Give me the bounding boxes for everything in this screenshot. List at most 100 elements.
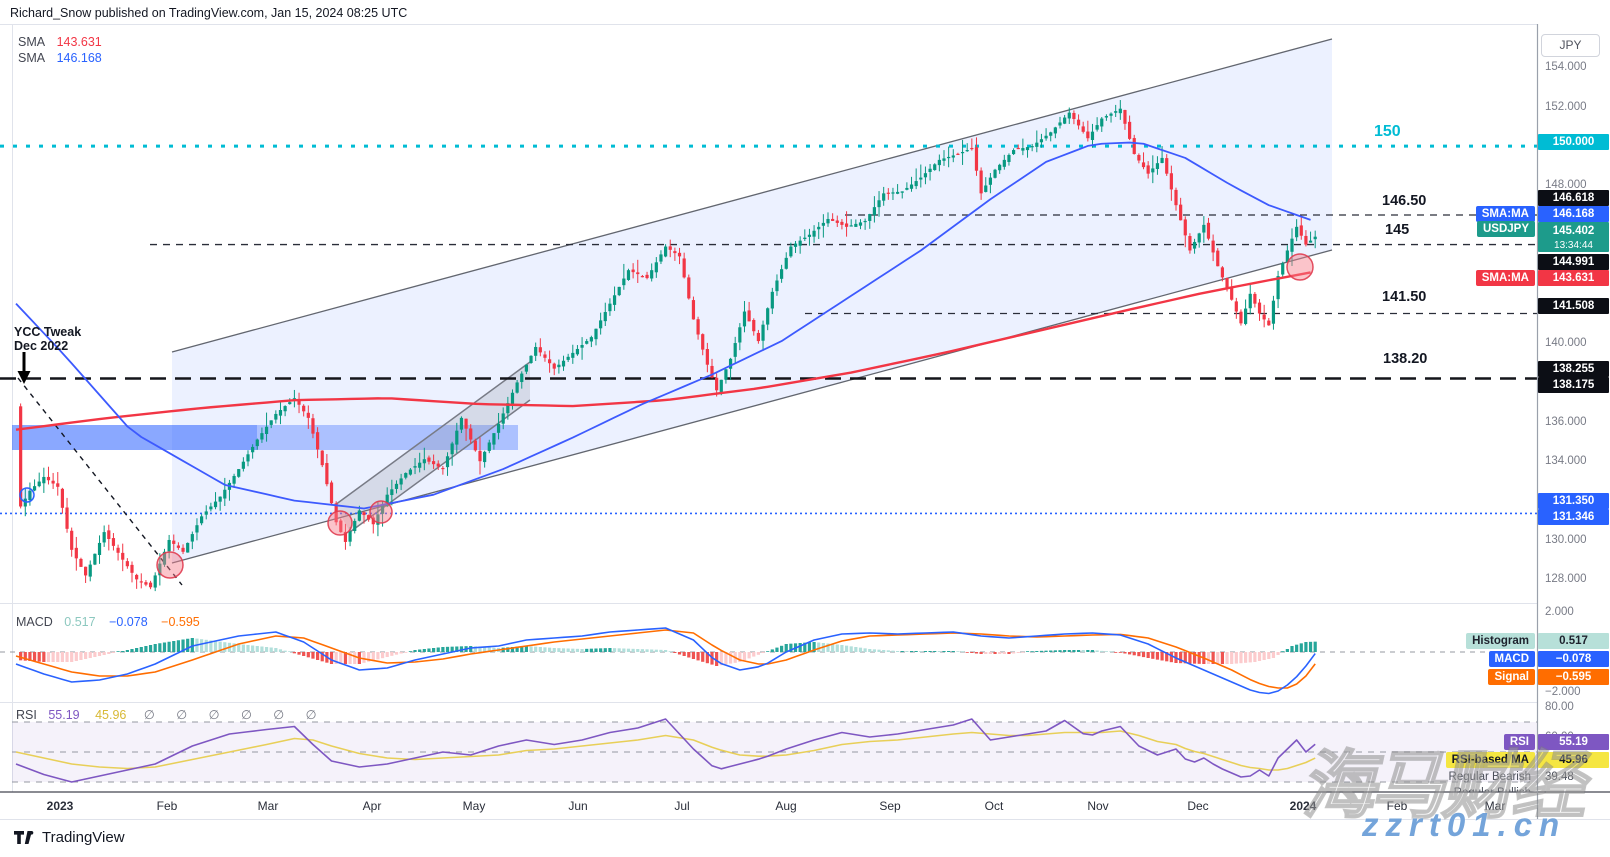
- tradingview-logo[interactable]: TradingView: [14, 829, 125, 846]
- macd-histogram-bar: [42, 652, 46, 662]
- publish-header: Richard_Snow published on TradingView.co…: [10, 6, 408, 20]
- macd-histogram-bar: [566, 648, 570, 652]
- macd-histogram-bar: [1160, 652, 1164, 661]
- candle-body: [1169, 173, 1173, 190]
- macd-histogram-bar: [362, 652, 366, 663]
- price-tick: 140.000: [1545, 337, 1587, 350]
- rsi-legend[interactable]: RSI 55.19 45.96 ∅ ∅ ∅ ∅ ∅ ∅: [16, 707, 326, 722]
- site-watermark-url: zzrt01.cn: [1362, 806, 1567, 843]
- macd-histogram-bar: [380, 652, 385, 659]
- mini-channel-bottom: [349, 399, 531, 533]
- candle-body: [367, 515, 371, 520]
- candle-body: [418, 462, 422, 468]
- price-axis[interactable]: [1537, 24, 1610, 792]
- macd-histogram-bar: [478, 646, 482, 652]
- macd-histogram-bar: [1095, 650, 1099, 652]
- macd-legend[interactable]: MACD 0.517 −0.078 −0.595: [16, 615, 200, 629]
- macd-histogram-bar: [933, 651, 937, 652]
- macd-histogram-bar: [223, 642, 227, 652]
- candle-body: [756, 332, 760, 342]
- macd-histogram-bar: [659, 649, 663, 652]
- candle-body: [232, 475, 236, 484]
- candle-body: [1276, 276, 1280, 300]
- macd-histogram-bar: [390, 652, 394, 656]
- dashed-trendline: [17, 377, 183, 586]
- macd-histogram-bar: [970, 652, 974, 653]
- candle-body: [849, 225, 853, 227]
- macd-histogram-bar: [394, 652, 399, 655]
- macd-histogram-bar: [515, 646, 519, 652]
- candle-body: [218, 496, 222, 502]
- candle-body: [775, 280, 779, 292]
- sma-legend-row-2[interactable]: SMA 146.168: [18, 51, 102, 65]
- candle-body: [135, 574, 139, 580]
- candle-body: [1244, 308, 1248, 324]
- candle-body: [436, 463, 440, 467]
- candle-body: [1039, 139, 1044, 143]
- time-label-nov: Nov: [1087, 799, 1109, 813]
- candle-body: [413, 466, 417, 468]
- macd-histogram-bar: [278, 649, 283, 652]
- macd-histogram-bar: [1104, 651, 1108, 652]
- macd-histogram-bar: [111, 652, 116, 653]
- candle-body: [548, 359, 552, 364]
- candle-body: [784, 257, 788, 269]
- macd-histogram-bar: [469, 646, 473, 652]
- candle-body: [1192, 241, 1197, 249]
- macd-histogram-bar: [116, 651, 120, 652]
- candle-body: [696, 319, 700, 335]
- macd-histogram-bar: [650, 649, 654, 652]
- candle-body: [325, 463, 329, 485]
- macd-histogram-bar: [1230, 652, 1234, 664]
- price-axis-label: 138.255: [1538, 361, 1609, 377]
- macd-histogram-bar: [1053, 650, 1057, 652]
- price-axis-label: 138.175: [1538, 377, 1609, 393]
- macd-histogram-bar: [1197, 652, 1201, 664]
- candle-body: [1290, 238, 1294, 252]
- candle-body: [580, 345, 584, 348]
- macd-histogram-bar: [960, 651, 965, 652]
- time-label-mar: Mar: [257, 799, 279, 813]
- candle-body: [1114, 111, 1118, 113]
- candle-body: [343, 531, 348, 542]
- candle-body: [831, 218, 835, 221]
- macd-histogram-bar: [348, 652, 352, 664]
- candle-body: [121, 552, 125, 560]
- sma-legend-row-1[interactable]: SMA 143.631: [18, 35, 102, 49]
- candle-body: [353, 520, 357, 532]
- rsi-tag-rsi: RSI: [1503, 734, 1535, 750]
- mini-channel-top: [334, 361, 531, 506]
- candle-body: [399, 478, 403, 485]
- candle-body: [394, 483, 399, 489]
- macd-histogram-bar: [1179, 652, 1183, 664]
- currency-jpy-button[interactable]: JPY: [1541, 34, 1600, 57]
- macd-histogram-bar: [1206, 652, 1211, 664]
- macd-histogram-bar: [691, 652, 696, 659]
- macd-histogram-bar: [696, 652, 700, 661]
- macd-histogram-bar: [831, 644, 835, 652]
- rsi-tag-rsibasedma: RSI-based MA: [1445, 752, 1535, 768]
- macd-value-label: −0.595: [1538, 669, 1609, 685]
- macd-histogram-bar: [835, 644, 839, 652]
- candle-body: [51, 480, 55, 484]
- macd-histogram-bar: [594, 648, 598, 652]
- candle-body: [316, 432, 320, 450]
- macd-histogram-bar: [654, 649, 658, 652]
- rsi-row-regular-bearish: Regular Bearish: [1448, 771, 1531, 783]
- candle-body: [255, 439, 259, 447]
- macd-histogram-bar: [23, 652, 27, 661]
- candle-body: [937, 159, 941, 166]
- macd-histogram-bar: [97, 652, 102, 656]
- macd-histogram-bar: [719, 652, 723, 666]
- candle-body: [552, 363, 556, 369]
- macd-histogram-bar: [510, 647, 515, 652]
- candle-body: [1063, 117, 1067, 124]
- candle-body: [223, 489, 227, 499]
- macd-histogram-bar: [74, 652, 78, 661]
- macd-histogram-bar: [580, 649, 584, 652]
- candle-body: [705, 349, 709, 365]
- candle-body: [1016, 147, 1020, 150]
- macd-value-label: −0.078: [1538, 651, 1609, 667]
- macd-histogram-bar: [798, 643, 802, 652]
